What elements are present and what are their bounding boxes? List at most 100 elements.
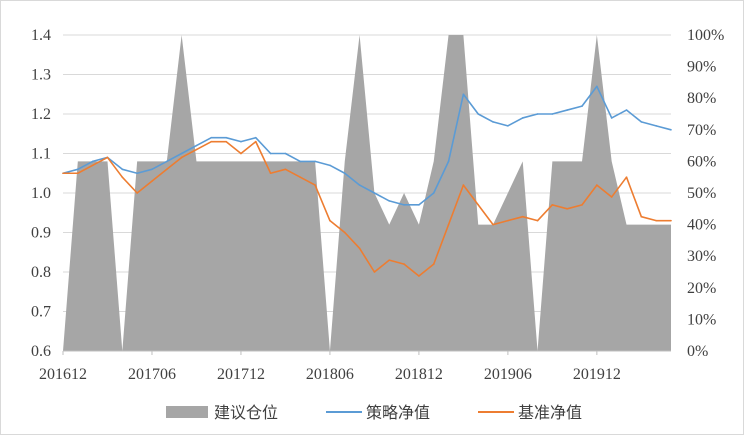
data-point — [403, 204, 405, 206]
y-left-tick-label: 1.4 — [31, 27, 51, 44]
data-point — [343, 172, 346, 175]
data-point — [521, 215, 524, 218]
data-point — [136, 172, 138, 175]
data-point — [403, 263, 405, 265]
legend-label: 策略净值 — [366, 403, 430, 422]
y-right-tick-label: 30% — [687, 248, 716, 265]
data-point — [536, 113, 539, 115]
y-right-tick-label: 100% — [687, 27, 724, 44]
data-point — [195, 144, 198, 147]
data-point — [136, 192, 138, 194]
data-point — [640, 215, 643, 218]
data-point — [225, 140, 227, 143]
data-point — [507, 219, 509, 222]
y-left-tick-label: 1.2 — [31, 106, 51, 123]
data-point — [358, 184, 361, 186]
data-point — [581, 204, 583, 206]
data-point — [610, 196, 613, 198]
data-point — [477, 113, 480, 115]
data-point — [210, 136, 213, 139]
data-point — [358, 247, 361, 250]
series-line-1 — [62, 85, 672, 206]
y-left-tick-label: 1.3 — [31, 67, 51, 84]
data-point — [151, 168, 153, 171]
data-point — [492, 121, 494, 123]
data-point — [462, 184, 465, 186]
data-point — [492, 223, 494, 226]
data-point — [151, 180, 153, 182]
data-point — [521, 117, 524, 119]
data-point — [91, 160, 94, 163]
data-point — [477, 204, 480, 206]
series-line-2 — [63, 140, 671, 277]
data-point — [106, 156, 109, 159]
data-point — [225, 136, 227, 139]
data-point — [566, 208, 568, 210]
data-point — [655, 125, 657, 127]
data-point — [284, 152, 287, 155]
data-point — [240, 140, 242, 143]
data-point — [195, 148, 198, 151]
data-point — [625, 109, 628, 111]
data-point — [447, 223, 450, 226]
x-tick-label: 201812 — [395, 366, 443, 383]
data-point — [432, 263, 435, 265]
data-point — [299, 160, 302, 163]
data-point — [121, 176, 124, 178]
y-right-tick-label: 20% — [687, 280, 716, 297]
data-point — [388, 259, 391, 261]
y-left-tick-label: 1.0 — [31, 185, 51, 202]
data-point — [655, 219, 657, 222]
data-point — [551, 113, 554, 115]
data-point — [418, 204, 420, 206]
x-tick-label: 201912 — [573, 366, 621, 383]
data-point — [670, 129, 672, 131]
legend: 建议仓位 策略净值 基准净值 — [166, 403, 582, 422]
data-point — [254, 136, 257, 139]
data-point — [210, 140, 213, 143]
data-point — [640, 121, 643, 123]
data-point — [625, 176, 628, 178]
data-point — [91, 164, 94, 167]
data-point — [284, 168, 287, 171]
x-tick-label: 201712 — [217, 366, 265, 383]
data-point — [314, 160, 316, 163]
y-left-tick-label: 0.7 — [31, 304, 51, 321]
data-point — [180, 152, 183, 155]
data-point — [507, 125, 509, 127]
data-point — [77, 172, 79, 175]
x-tick-label: 201906 — [484, 366, 532, 383]
data-point — [62, 172, 64, 175]
data-point — [596, 184, 598, 186]
data-point — [240, 152, 242, 155]
data-point — [269, 152, 272, 155]
data-point — [329, 219, 331, 222]
y-left-tick-label: 1.1 — [31, 146, 51, 163]
data-point — [551, 204, 554, 206]
y-right-tick-label: 10% — [687, 311, 716, 328]
y-right-tick-label: 40% — [687, 217, 716, 234]
position-area-layer — [63, 35, 671, 351]
data-point — [566, 109, 568, 111]
data-point — [77, 168, 79, 171]
data-point — [610, 117, 613, 119]
data-point — [329, 164, 331, 167]
data-point — [536, 219, 539, 222]
y-right-tick-label: 80% — [687, 90, 716, 107]
data-point — [581, 105, 583, 107]
data-point — [462, 93, 465, 96]
legend-label: 建议仓位 — [214, 403, 278, 422]
x-tick-label: 201706 — [128, 366, 176, 383]
data-point — [596, 85, 598, 88]
y-right-tick-label: 60% — [687, 153, 716, 170]
axes: 0.6 0.7 0.8 0.9 1.0 1.1 1.2 1.3 1.4 0% 10% 20% 30% 40… — [31, 27, 724, 383]
y-right-tick-label: 50% — [687, 185, 716, 202]
data-point — [299, 176, 302, 178]
x-tick-label: 201806 — [306, 366, 354, 383]
legend-swatch — [166, 406, 208, 418]
legend-label: 基准净值 — [518, 403, 582, 422]
y-left-tick-label: 0.8 — [31, 264, 51, 281]
y-right-tick-label: 90% — [687, 59, 716, 76]
